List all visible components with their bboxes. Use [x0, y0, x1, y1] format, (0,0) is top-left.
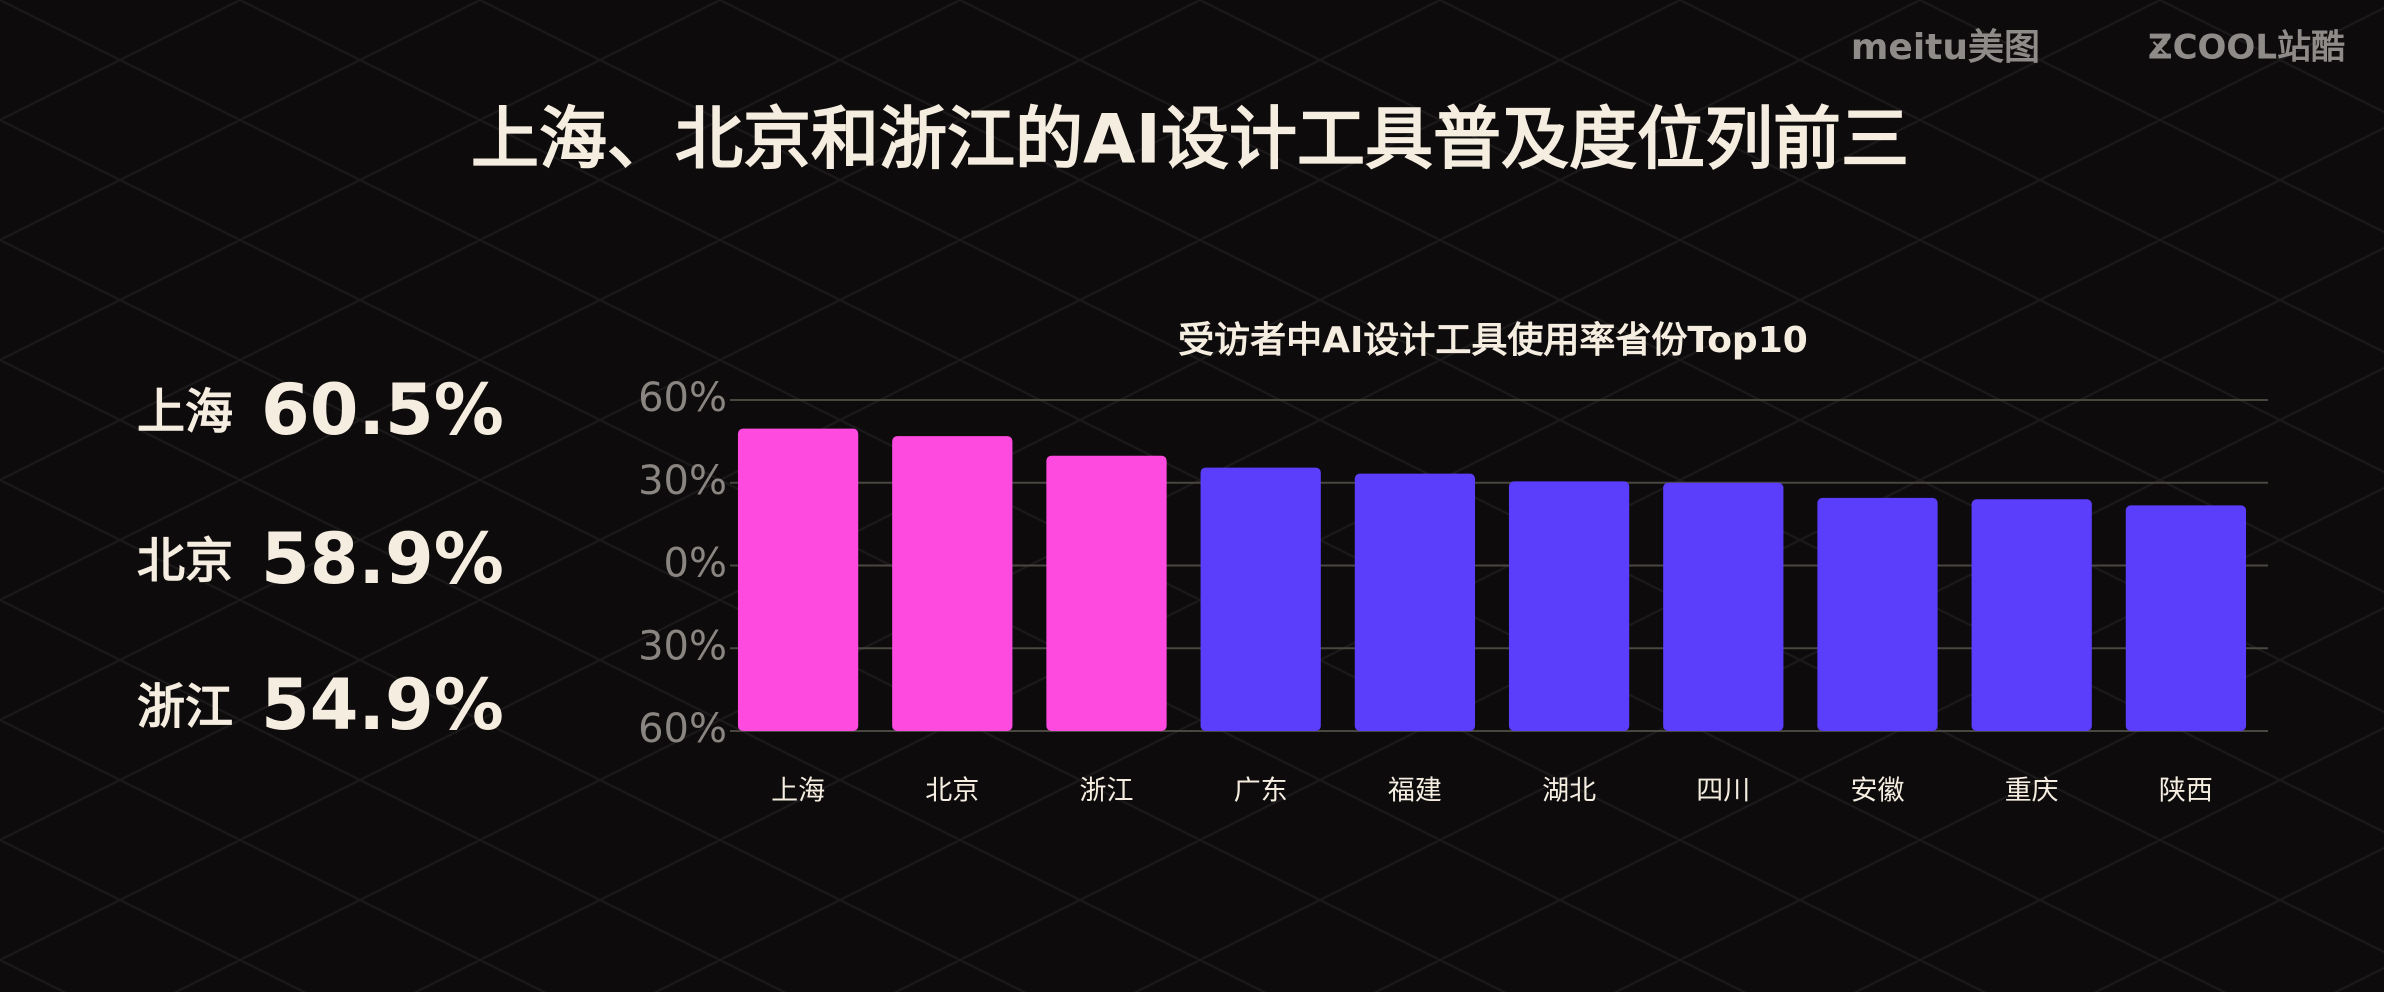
y-tick-label: 0%	[664, 541, 727, 587]
x-tick-label: 广东	[1234, 776, 1288, 807]
x-tick-label: 福建	[1388, 776, 1442, 807]
x-tick-label: 重庆	[2005, 776, 2059, 807]
bar	[1200, 467, 1321, 731]
x-tick-label: 陕西	[2159, 776, 2213, 807]
highlight-region: 上海	[137, 384, 233, 440]
x-tick-label: 上海	[771, 776, 825, 807]
y-tick-label: 60%	[638, 706, 727, 752]
highlight-value: 54.9%	[261, 664, 504, 746]
x-tick-label: 北京	[925, 776, 979, 807]
x-tick-label: 湖北	[1542, 776, 1596, 807]
bar	[892, 436, 1013, 731]
bar	[1663, 482, 1784, 731]
highlight-region: 北京	[137, 533, 233, 589]
chart-title: 受访者中AI设计工具使用率省份Top10	[1178, 320, 1808, 361]
bar	[1354, 473, 1476, 731]
bar	[1046, 455, 1167, 731]
y-tick-label: 30%	[638, 623, 727, 669]
logo-separator: ×	[2149, 34, 2171, 64]
title: 上海、北京和浙江的AI设计工具普及度位列前三	[471, 101, 1909, 180]
highlight-region: 浙江	[137, 679, 233, 735]
highlight-value: 58.9%	[261, 518, 504, 600]
y-tick-label: 30%	[638, 458, 727, 504]
y-tick-label: 60%	[638, 375, 727, 421]
highlight-value: 60.5%	[261, 369, 504, 451]
x-tick-label: 浙江	[1080, 776, 1134, 807]
bar	[737, 428, 859, 731]
bar	[1508, 481, 1630, 731]
bar	[1971, 499, 2092, 731]
logo: meitu美图	[1851, 27, 2040, 68]
x-tick-label: 四川	[1696, 776, 1750, 807]
bar	[1817, 497, 1938, 731]
bar	[2125, 505, 2247, 731]
partner-logo: ZCOOL站酷	[2148, 28, 2345, 68]
x-tick-label: 安徽	[1851, 776, 1905, 807]
